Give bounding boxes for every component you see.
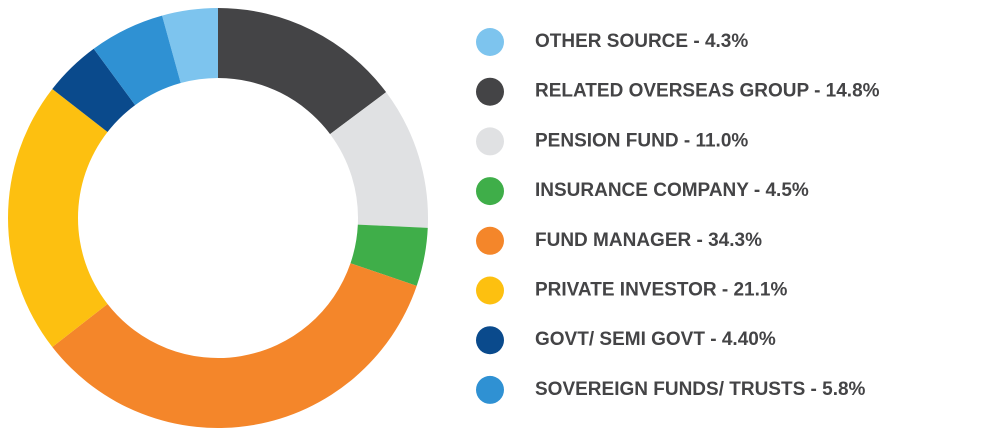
legend-swatch xyxy=(476,326,504,355)
donut-segment xyxy=(330,92,428,228)
legend-label: PRIVATE INVESTOR - 21.1% xyxy=(535,280,787,301)
legend-swatch xyxy=(476,77,504,106)
legend-swatch xyxy=(476,127,504,156)
legend-label: GOVT/ SEMI GOVT - 4.40% xyxy=(535,329,776,350)
legend-swatch xyxy=(476,276,504,305)
donut-segment xyxy=(162,8,218,84)
legend-label: INSURANCE COMPANY - 4.5% xyxy=(535,180,809,201)
donut-segment xyxy=(350,224,428,286)
donut-segment xyxy=(52,48,136,132)
legend-label: SOVEREIGN FUNDS/ TRUSTS - 5.8% xyxy=(535,379,866,400)
legend-swatch xyxy=(476,28,504,56)
legend-label: PENSION FUND - 11.0% xyxy=(535,130,748,151)
legend-swatch xyxy=(476,226,504,255)
donut-segment xyxy=(218,8,387,135)
legend-label: OTHER SOURCE - 4.3% xyxy=(535,31,748,52)
donut-segment xyxy=(7,88,108,348)
legend-label: FUND MANAGER - 34.3% xyxy=(535,230,762,251)
donut-segment xyxy=(93,15,181,106)
legend-swatch xyxy=(476,177,504,206)
donut-segment xyxy=(52,263,417,428)
legend-swatch xyxy=(476,375,504,404)
legend-label: RELATED OVERSEAS GROUP - 14.8% xyxy=(535,81,880,102)
